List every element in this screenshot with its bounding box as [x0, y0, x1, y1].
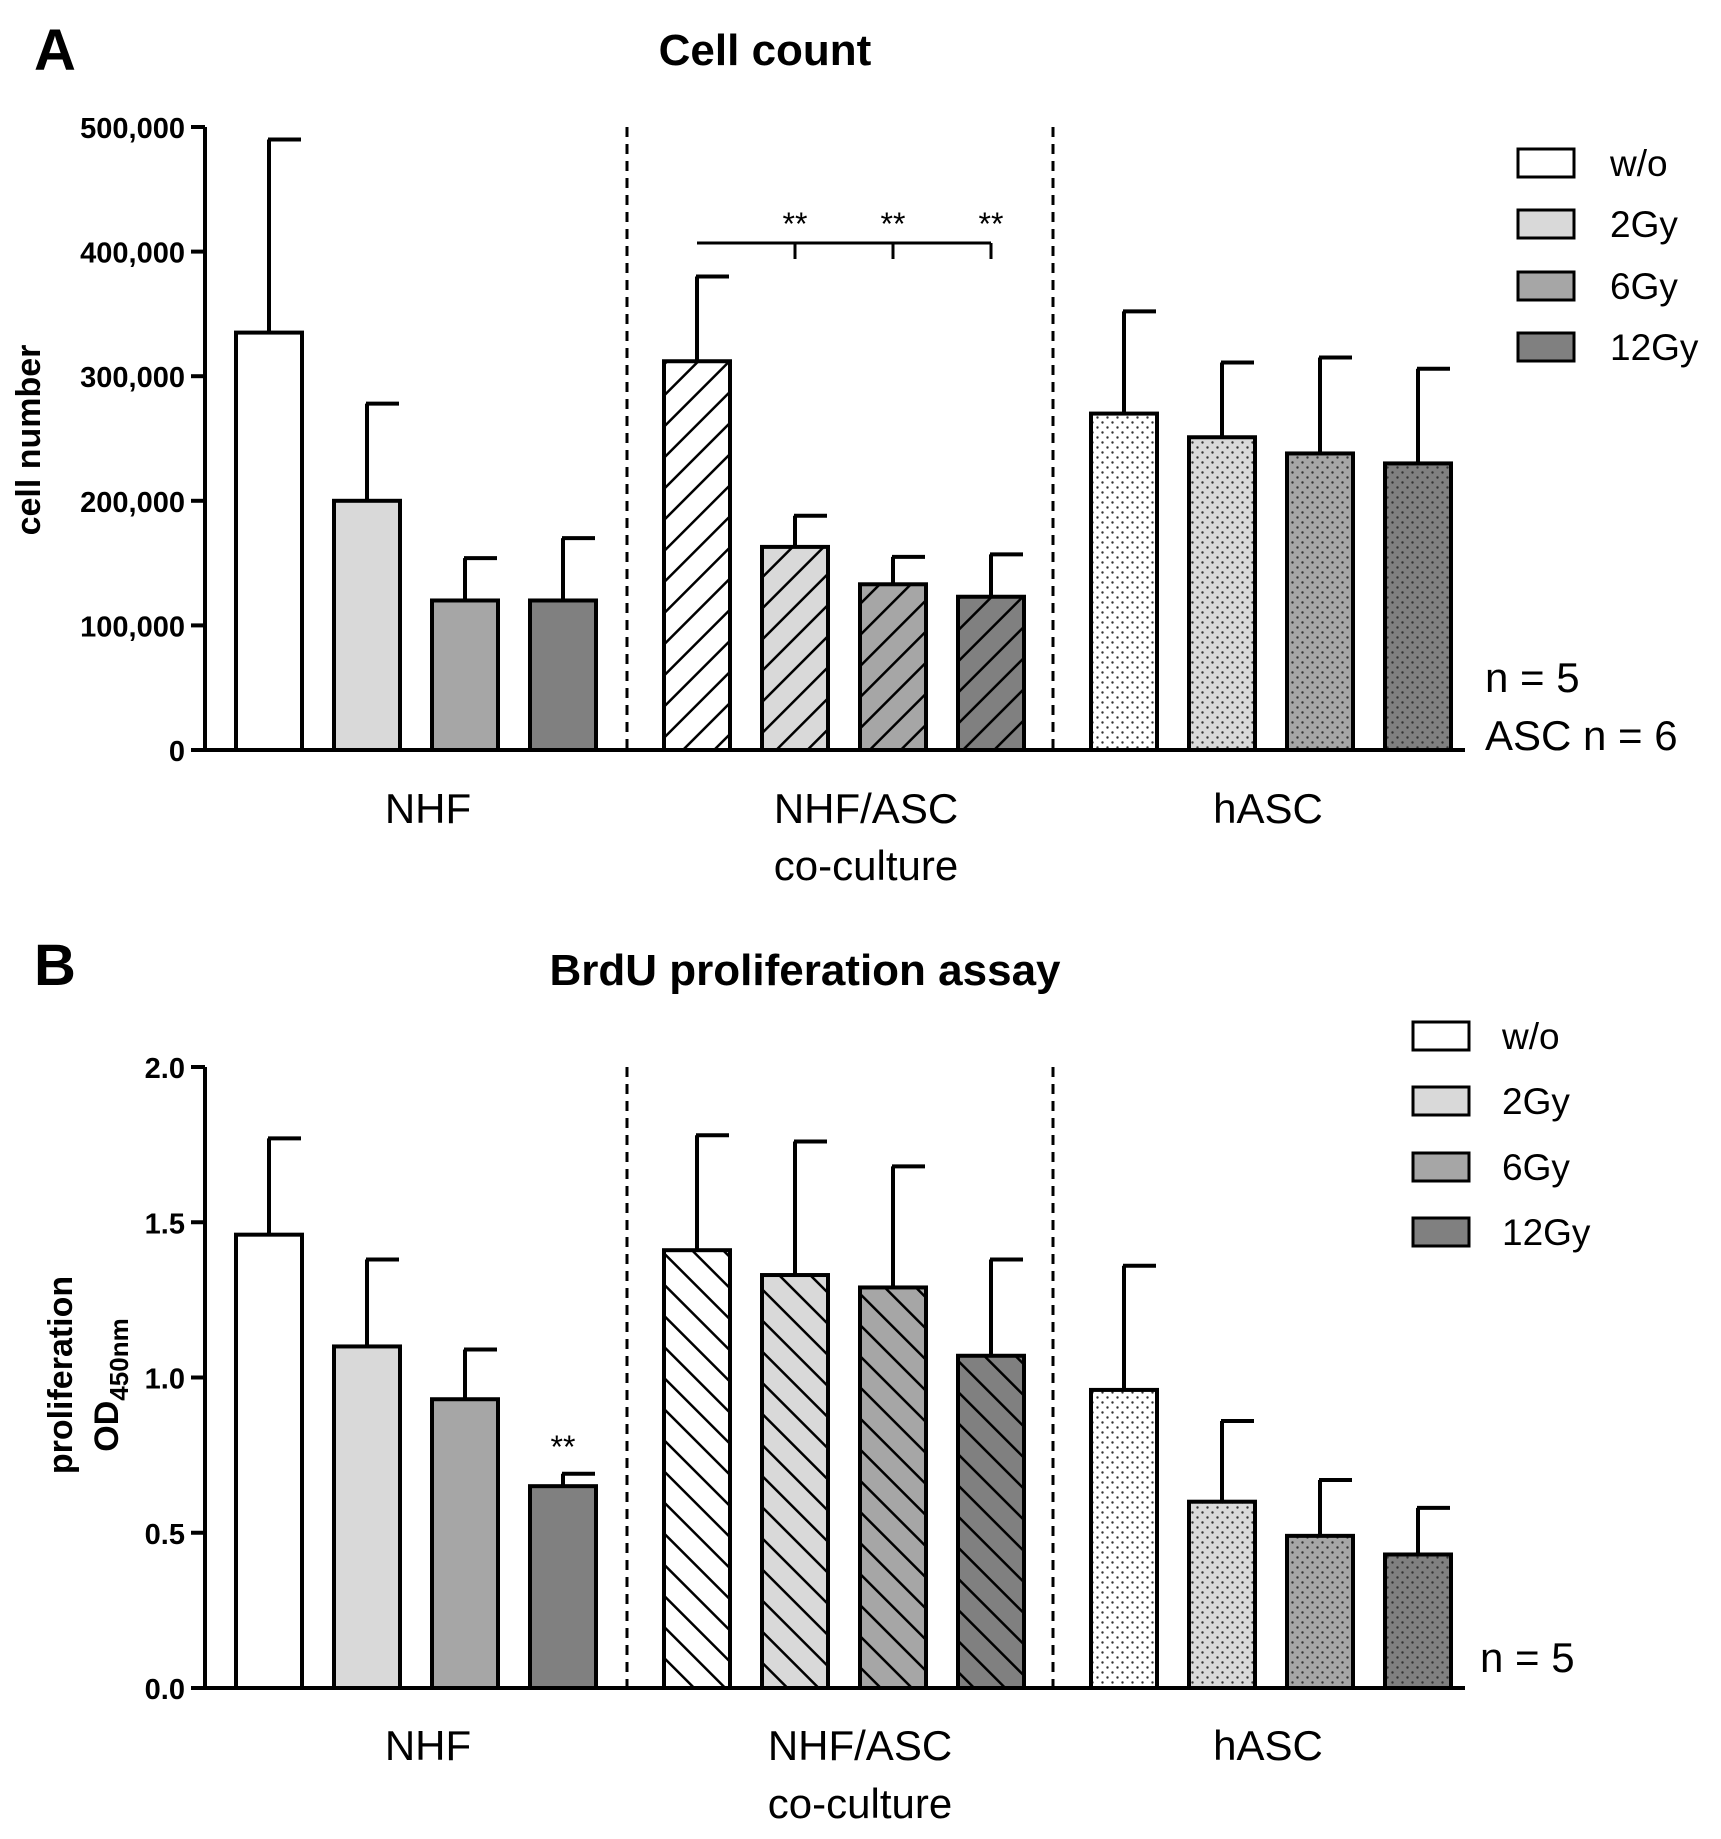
y-axis-label-b-subscript: 450nm [104, 1318, 134, 1400]
significance-stars-a: ** [979, 206, 1004, 242]
bar-b-coculture-6gy [858, 1285, 928, 1690]
panel-letter-b: B [34, 933, 76, 998]
legend-label-a-12gy: 12Gy [1610, 327, 1699, 368]
y-tick-label-a: 100,000 [80, 611, 185, 643]
legend-swatch-a-6gy [1516, 270, 1576, 302]
group-label-a-nhf: NHF [385, 785, 471, 832]
legend-label-b-wo: w/o [1501, 1016, 1560, 1057]
y-tick-label-b: 1.0 [145, 1364, 185, 1396]
panel-a: A Cell count cell number 0 100,000 200,000… [10, 18, 1699, 889]
y-axis-label-b-line1: proliferation [42, 1276, 80, 1474]
legend-swatch-b-2gy [1411, 1085, 1471, 1117]
bar-a-nhf-wo [234, 330, 304, 752]
y-tick-label-b: 1.5 [145, 1208, 185, 1240]
chart-title-a: Cell count [659, 26, 872, 75]
legend-label-a-6gy: 6Gy [1610, 266, 1678, 307]
bar-b-nhf-6gy [430, 1397, 500, 1690]
y-tick-label-a: 400,000 [80, 238, 185, 270]
y-tick-label-b: 0.0 [145, 1674, 185, 1706]
significance-stars-b: ** [551, 1429, 576, 1465]
legend-swatch-a-12gy [1516, 331, 1576, 363]
group-label-b-coculture-line2: co-culture [768, 1780, 952, 1827]
bar-b-hasc-wo [1089, 1387, 1159, 1691]
y-tick-label-b: 2.0 [145, 1053, 185, 1085]
panel-b: B BrdU proliferation assay proliferation… [34, 933, 1591, 1827]
bar-b-nhf-12gy [528, 1484, 598, 1691]
y-axis-label-b: proliferation OD450nm [42, 1276, 134, 1474]
bar-a-nhf-6gy [430, 598, 500, 752]
plot-area-b: 0.0 0.5 1.0 1.5 2.0 ** [145, 1053, 1465, 1706]
legend-label-a-2gy: 2Gy [1610, 204, 1678, 245]
bar-b-coculture-wo [662, 1248, 732, 1690]
y-tick-label-a: 0 [169, 736, 185, 768]
significance-stars-a: ** [881, 206, 906, 242]
legend-label-b-2gy: 2Gy [1502, 1081, 1570, 1122]
bar-a-coculture-2gy [760, 544, 830, 752]
legend-swatch-b-wo [1411, 1020, 1471, 1052]
legend-label-b-12gy: 12Gy [1502, 1212, 1591, 1253]
bar-a-nhf-2gy [332, 498, 402, 752]
legend-label-a-wo: w/o [1609, 143, 1668, 184]
asc-n-annotation-a: ASC n = 6 [1485, 712, 1678, 759]
bar-b-coculture-2gy [760, 1273, 830, 1691]
plot-area-a: 0 100,000 200,000 300,000 400,000 500,000 ** **… [80, 113, 1465, 768]
legend-label-b-6gy: 6Gy [1502, 1147, 1570, 1188]
bar-b-coculture-12gy [956, 1353, 1026, 1690]
y-tick-label-a: 500,000 [80, 113, 185, 145]
bar-b-hasc-2gy [1187, 1499, 1257, 1690]
bar-a-nhf-12gy [528, 598, 598, 752]
n-annotation-a: n = 5 [1485, 654, 1580, 701]
bar-a-coculture-wo [662, 359, 732, 752]
bar-b-hasc-6gy [1285, 1533, 1355, 1690]
legend-swatch-b-12gy [1411, 1216, 1471, 1248]
bar-b-nhf-wo [234, 1232, 304, 1691]
significance-stars-a: ** [783, 206, 808, 242]
y-tick-label-a: 200,000 [80, 487, 185, 519]
legend-a: w/o 2Gy 6Gy 12Gy [1516, 143, 1699, 368]
bar-a-hasc-12gy [1383, 461, 1453, 752]
group-label-a-coculture: NHF/ASC [774, 785, 958, 832]
legend-swatch-a-2gy [1516, 208, 1576, 240]
group-label-a-hasc: hASC [1213, 785, 1323, 832]
y-tick-label-a: 300,000 [80, 362, 185, 394]
y-axis-label-b-line2: OD450nm [88, 1318, 134, 1451]
bar-a-coculture-6gy [858, 582, 928, 752]
y-axis-label-a: cell number [10, 345, 48, 536]
group-label-b-hasc: hASC [1213, 1722, 1323, 1769]
panel-letter-a: A [34, 18, 76, 83]
group-label-a-coculture-line2: co-culture [774, 842, 958, 889]
group-label-b-coculture: NHF/ASC [768, 1722, 952, 1769]
legend-b: w/o 2Gy 6Gy 12Gy [1411, 1016, 1591, 1253]
chart-title-b: BrdU proliferation assay [549, 946, 1061, 995]
bar-a-hasc-6gy [1285, 451, 1355, 752]
legend-swatch-a-wo [1516, 147, 1576, 179]
bar-b-hasc-12gy [1383, 1552, 1453, 1690]
group-label-b-nhf: NHF [385, 1722, 471, 1769]
y-tick-label-b: 0.5 [145, 1519, 185, 1551]
bar-b-nhf-2gy [332, 1344, 402, 1690]
y-axis-label-b-od: OD [88, 1401, 126, 1452]
bar-a-hasc-2gy [1187, 435, 1257, 752]
legend-swatch-b-6gy [1411, 1151, 1471, 1183]
bar-a-hasc-wo [1089, 411, 1159, 752]
bar-a-coculture-12gy [956, 594, 1026, 752]
n-annotation-b: n = 5 [1480, 1634, 1575, 1681]
